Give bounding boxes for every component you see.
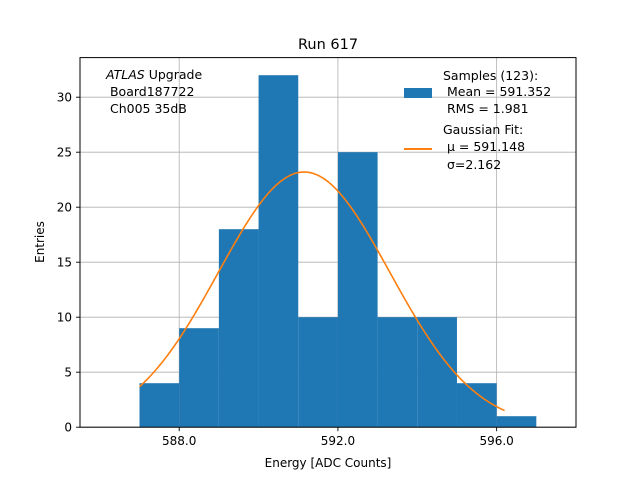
x-axis-label: Energy [ADC Counts]: [265, 456, 392, 470]
legend-fit-title: Gaussian Fit:: [443, 122, 523, 137]
histogram-bar: [456, 383, 497, 428]
gaussian-fit-curve: [138, 171, 505, 412]
histogram-bar: [337, 152, 378, 428]
chart-title: Run 617: [298, 37, 358, 53]
legend-mean: Mean = 591.352: [443, 84, 551, 99]
y-axis-ticks: 0 5 10 15 20 25 30: [57, 91, 80, 435]
histogram-bar: [139, 383, 180, 428]
y-tick-label: 25: [57, 146, 72, 160]
x-tick-label: 596.0: [479, 434, 513, 448]
y-tick-label: 20: [57, 201, 72, 215]
x-tick-label: 592.0: [321, 434, 355, 448]
legend: Samples (123): Mean = 591.352 RMS = 1.98…: [404, 68, 551, 172]
histogram-bar: [258, 75, 299, 428]
y-axis-label: Entries: [33, 221, 47, 263]
histogram-bar: [377, 317, 418, 428]
legend-rms: RMS = 1.981: [443, 101, 529, 116]
plot-frame: [79, 57, 577, 428]
channel-label: Ch005 35dB: [106, 101, 187, 116]
legend-mu: μ = 591.148: [443, 139, 525, 154]
histogram-bar: [179, 328, 219, 428]
board-label: Board187722: [106, 84, 194, 99]
atlas-label: ATLAS: [105, 67, 145, 82]
histogram-bar: [218, 229, 259, 428]
y-tick-label: 5: [64, 366, 72, 380]
y-tick-label: 0: [64, 421, 72, 435]
histogram-bar: [496, 416, 537, 428]
svg-text:ATLAS Upgrade: ATLAS Upgrade: [105, 67, 202, 82]
gaussian-fit-line: [138, 171, 505, 412]
x-tick-label: 588.0: [162, 434, 196, 448]
x-axis-ticks: 588.0 592.0 596.0: [162, 427, 514, 448]
legend-sigma: σ=2.162: [443, 157, 501, 172]
upgrade-label: Upgrade: [145, 67, 203, 82]
histogram-bar: [298, 317, 338, 428]
y-tick-label: 30: [57, 91, 72, 105]
atlas-annotation: ATLAS Upgrade Board187722 Ch005 35dB: [105, 67, 202, 116]
histogram-bar: [417, 317, 457, 428]
y-tick-label: 10: [57, 311, 72, 325]
histogram-bars: [139, 75, 537, 428]
legend-histogram-swatch: [404, 88, 432, 98]
legend-samples-title: Samples (123):: [443, 68, 538, 83]
y-tick-label: 15: [57, 256, 72, 270]
